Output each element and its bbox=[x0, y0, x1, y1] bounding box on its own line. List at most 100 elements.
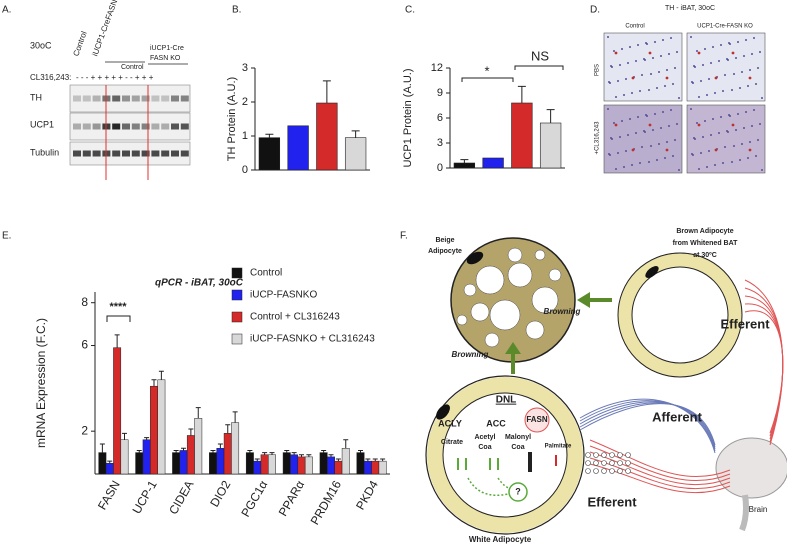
blot-band bbox=[82, 95, 91, 102]
error-bar bbox=[144, 437, 150, 440]
error-bar bbox=[217, 443, 223, 449]
cell-nucleus bbox=[610, 137, 612, 139]
x-tick-label: CIDEA bbox=[166, 478, 196, 517]
bar bbox=[231, 422, 240, 475]
cell-nucleus bbox=[641, 146, 643, 148]
cell-nucleus bbox=[607, 36, 609, 38]
cell-nucleus bbox=[739, 159, 741, 161]
stain-dot bbox=[748, 148, 752, 152]
cell-nucleus bbox=[700, 152, 702, 154]
unknown-circle bbox=[508, 482, 528, 502]
bar bbox=[287, 125, 309, 171]
cell-nucleus bbox=[710, 62, 712, 64]
cell-nucleus bbox=[749, 69, 751, 71]
diagram-label: ACC bbox=[486, 418, 506, 428]
diagram-label: Beige bbox=[435, 237, 454, 244]
error-bar bbox=[114, 334, 120, 348]
error-bar bbox=[269, 452, 275, 455]
cell-nucleus bbox=[668, 53, 670, 55]
cell-nucleus bbox=[648, 89, 650, 91]
cell-nucleus bbox=[759, 123, 761, 125]
cell-nucleus bbox=[747, 85, 749, 87]
cell-nucleus bbox=[693, 137, 695, 139]
cell-nucleus bbox=[629, 118, 631, 120]
cell-nucleus bbox=[690, 36, 692, 38]
bar bbox=[113, 347, 122, 475]
cell-nucleus bbox=[696, 50, 698, 52]
cell-nucleus bbox=[631, 92, 633, 94]
cell-nucleus bbox=[652, 57, 654, 59]
cell-nucleus bbox=[702, 64, 704, 66]
y-tick-label: 3 bbox=[242, 62, 248, 74]
efferent-nerve bbox=[589, 451, 731, 486]
pathway-arrows bbox=[457, 458, 499, 470]
cell-nucleus bbox=[668, 125, 670, 127]
blot-band bbox=[131, 123, 140, 130]
blot-band bbox=[122, 150, 130, 157]
error-bar bbox=[247, 449, 253, 453]
cell-nucleus bbox=[704, 48, 706, 50]
cell-nucleus bbox=[698, 168, 700, 170]
cell-nucleus bbox=[704, 120, 706, 122]
cell-nucleus bbox=[724, 146, 726, 148]
cell-nucleus bbox=[619, 136, 621, 138]
stain-dot bbox=[731, 123, 735, 127]
cell-nucleus bbox=[761, 169, 763, 171]
lipid-droplet bbox=[475, 265, 505, 295]
cell-nucleus bbox=[610, 65, 612, 67]
stain-dot bbox=[731, 51, 735, 55]
label: Control bbox=[71, 30, 88, 58]
error-bar bbox=[107, 460, 113, 464]
cell-nucleus bbox=[733, 73, 735, 75]
arrowhead bbox=[505, 342, 521, 354]
bar bbox=[260, 454, 269, 475]
blot-band bbox=[92, 95, 101, 102]
cell-nucleus bbox=[607, 108, 609, 110]
label: +CL316,243 bbox=[595, 121, 601, 155]
cell-nucleus bbox=[672, 155, 674, 157]
cell-nucleus bbox=[745, 39, 747, 41]
cell-nucleus bbox=[708, 150, 710, 152]
cell-nucleus bbox=[741, 143, 743, 145]
cell-nucleus bbox=[615, 96, 617, 98]
nucleus bbox=[645, 266, 659, 278]
stain-dot bbox=[614, 123, 618, 127]
cell-nucleus bbox=[751, 125, 753, 127]
cell-nucleus bbox=[678, 97, 680, 99]
cell-nucleus bbox=[639, 90, 641, 92]
blot-band bbox=[112, 95, 121, 102]
y-tick-label: 9 bbox=[437, 87, 443, 99]
blot-band bbox=[151, 150, 160, 157]
vesicle bbox=[585, 468, 591, 474]
cell-nucleus bbox=[712, 46, 714, 48]
cell-nucleus bbox=[731, 161, 733, 163]
panel-letter: F. bbox=[400, 231, 408, 242]
cell-nucleus bbox=[706, 166, 708, 168]
blot-band bbox=[180, 95, 189, 102]
cell-nucleus bbox=[662, 39, 664, 41]
histology-image bbox=[686, 104, 766, 174]
blot-band bbox=[122, 95, 130, 102]
error-bar bbox=[136, 449, 142, 453]
vesicle bbox=[601, 468, 607, 474]
panel-letter: E. bbox=[2, 231, 11, 242]
bar bbox=[142, 439, 151, 475]
cell-nucleus bbox=[666, 141, 668, 143]
error-bar bbox=[232, 411, 238, 423]
y-tick-label: 1 bbox=[242, 130, 248, 142]
cell-nucleus bbox=[658, 143, 660, 145]
bracket bbox=[461, 77, 514, 82]
bar bbox=[378, 460, 387, 475]
histology-image bbox=[603, 104, 683, 174]
x-tick-label: FASN bbox=[95, 478, 123, 512]
cell-nucleus bbox=[735, 57, 737, 59]
y-tick-label: 0 bbox=[437, 162, 443, 174]
cell-nucleus bbox=[658, 71, 660, 73]
cell-nucleus bbox=[613, 122, 615, 124]
bar bbox=[319, 452, 328, 475]
cell-nucleus bbox=[743, 127, 745, 129]
significance: * bbox=[484, 63, 489, 78]
bar bbox=[453, 162, 476, 169]
vesicle bbox=[593, 460, 599, 466]
